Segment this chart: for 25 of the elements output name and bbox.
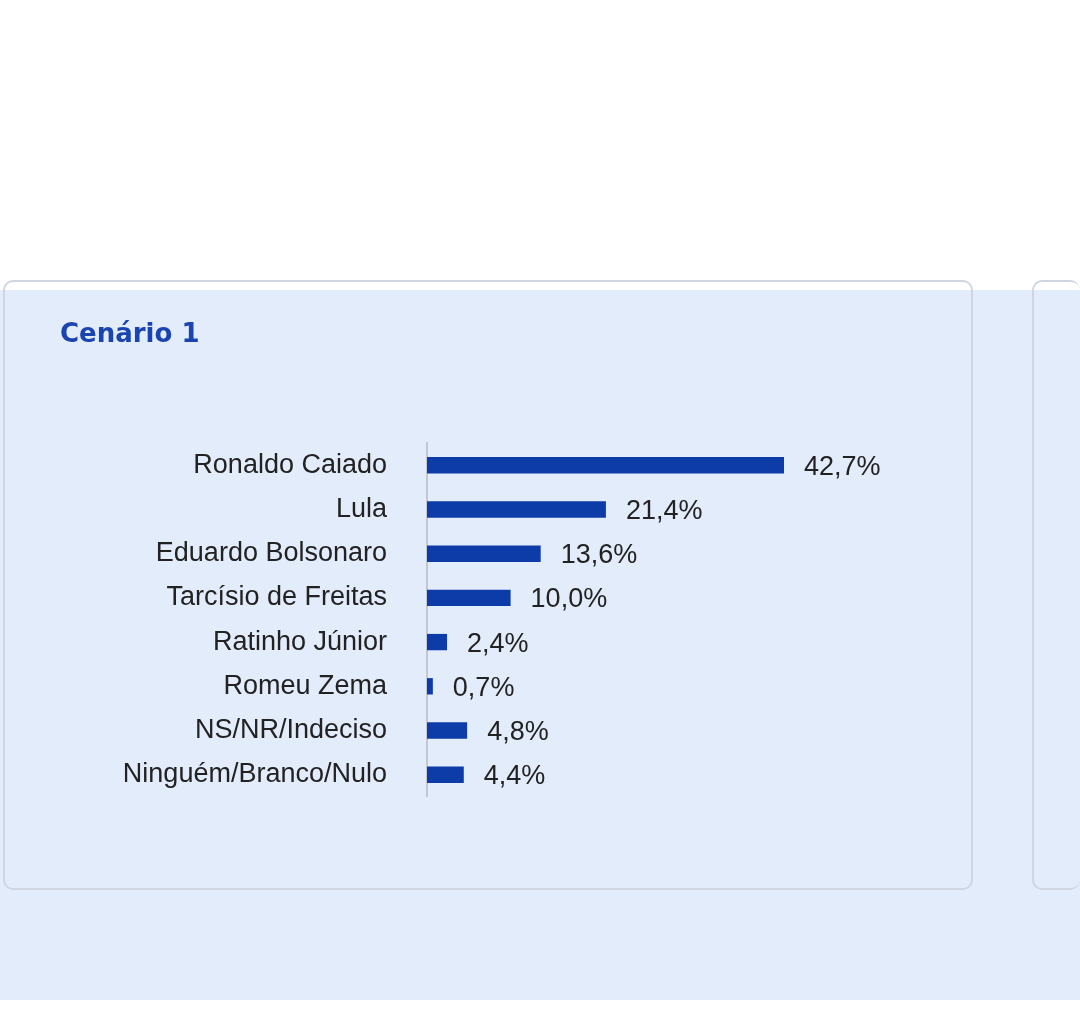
data-label: 0,7% [452, 671, 515, 702]
text: Cenário 1 [60, 318, 200, 348]
data-label: 10,0% [530, 583, 608, 614]
y-tick-label: Eduardo Bolsonaro [155, 537, 387, 568]
bar [427, 633, 448, 651]
y-tick-label: NS/NR/Indeciso [194, 713, 387, 744]
bar [427, 457, 784, 474]
data-label: 42,7% [804, 450, 881, 481]
y-tick-label: Ronaldo Caiado [193, 448, 387, 479]
bar [427, 766, 464, 783]
bar [427, 589, 511, 607]
y-tick-label: Ninguém/Branco/Nulo [122, 758, 387, 789]
y-tick-label: Tarcísio de Freitas [166, 581, 387, 612]
data-label: 13,6% [560, 539, 638, 570]
y-tick-label: Ratinho Júnior [212, 625, 387, 656]
data-label: 4,8% [487, 715, 549, 746]
y-tick-label: Romeu Zema [223, 669, 388, 700]
data-label: 21,4% [625, 494, 703, 525]
bar [427, 678, 433, 695]
bar [427, 722, 468, 739]
bar [427, 501, 606, 518]
data-label: 4,4% [483, 760, 546, 791]
y-tick-label: Lula [335, 492, 388, 523]
bar [427, 545, 541, 562]
data-label: 2,4% [467, 627, 529, 658]
